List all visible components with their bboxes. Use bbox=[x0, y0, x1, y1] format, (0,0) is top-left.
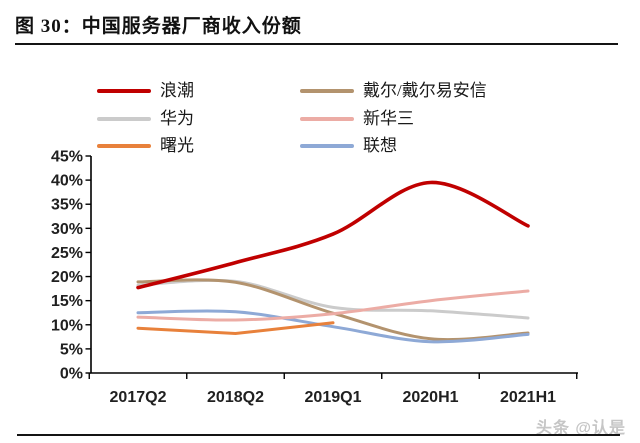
x-axis-label: 2019Q1 bbox=[305, 389, 362, 406]
y-axis-label: 20% bbox=[51, 269, 83, 286]
y-axis-label: 45% bbox=[51, 149, 83, 166]
legend-item-lenovo: 联想 bbox=[300, 137, 397, 155]
x-axis-label: 2017Q2 bbox=[110, 389, 167, 406]
x-axis-label: 2021H1 bbox=[500, 389, 556, 406]
series-line-inspur bbox=[136, 180, 530, 290]
y-axis-label: 35% bbox=[51, 197, 83, 214]
x-axis-label: 2020H1 bbox=[402, 389, 458, 406]
legend-label-inspur: 浪潮 bbox=[160, 81, 194, 100]
y-axis-label: 30% bbox=[51, 221, 83, 238]
legend-label-lenovo: 联想 bbox=[363, 136, 397, 155]
legend-swatch-lenovo bbox=[300, 144, 354, 148]
legend-swatch-h3c bbox=[300, 116, 354, 121]
legend-label-sugon: 曙光 bbox=[160, 136, 194, 155]
legend-item-huawei: 华为 bbox=[97, 108, 194, 128]
bottom-divider bbox=[17, 434, 620, 436]
legend-item-inspur: 浪潮 bbox=[97, 82, 194, 100]
y-axis-label: 5% bbox=[60, 341, 83, 358]
y-axis-label: 10% bbox=[51, 317, 83, 334]
legend-label-dell-emc: 戴尔/戴尔易安信 bbox=[363, 81, 487, 100]
y-axis-label: 40% bbox=[51, 173, 83, 190]
legend-swatch-sugon bbox=[97, 144, 151, 148]
series-line-h3c bbox=[136, 289, 530, 322]
series-line-lenovo bbox=[136, 309, 530, 344]
y-axis-label: 25% bbox=[51, 245, 83, 262]
y-axis-label: 15% bbox=[51, 293, 83, 310]
y-axis-label: 0% bbox=[60, 366, 83, 383]
axis-lines bbox=[90, 156, 578, 374]
legend-swatch-inspur bbox=[97, 89, 151, 93]
watermark: 头条 @认是 bbox=[535, 420, 626, 437]
legend-swatch-dell-emc bbox=[300, 89, 354, 93]
legend-item-sugon: 曙光 bbox=[97, 137, 194, 155]
chart-legend: 浪潮 戴尔/戴尔易安信华为 新华三曙光 联想 bbox=[0, 0, 640, 160]
figure-title: 图 30：中国服务器厂商收入份额 bbox=[15, 16, 302, 37]
x-axis-label: 2018Q2 bbox=[207, 389, 264, 406]
legend-item-h3c: 新华三 bbox=[300, 108, 414, 128]
legend-item-dell-emc: 戴尔/戴尔易安信 bbox=[300, 82, 487, 100]
series-line-sugon bbox=[136, 321, 335, 336]
legend-label-huawei: 华为 bbox=[160, 108, 194, 128]
legend-label-h3c: 新华三 bbox=[363, 108, 414, 128]
legend-swatch-huawei bbox=[97, 116, 151, 121]
title-divider bbox=[15, 43, 618, 45]
